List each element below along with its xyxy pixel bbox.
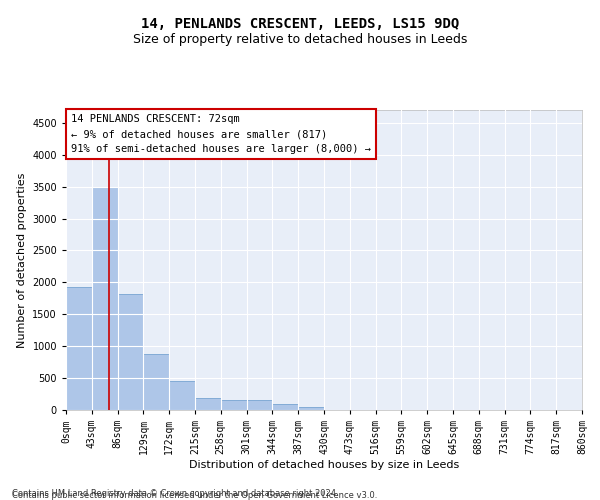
Text: 14, PENLANDS CRESCENT, LEEDS, LS15 9DQ: 14, PENLANDS CRESCENT, LEEDS, LS15 9DQ [141,18,459,32]
Bar [92,187,118,410]
Text: 14 PENLANDS CRESCENT: 72sqm
← 9% of detached houses are smaller (817)
91% of sem: 14 PENLANDS CRESCENT: 72sqm ← 9% of deta… [71,114,371,154]
Bar [118,294,143,410]
Bar [169,382,195,410]
Y-axis label: Number of detached properties: Number of detached properties [17,172,26,348]
Text: Contains public sector information licensed under the Open Government Licence v3: Contains public sector information licen… [12,491,377,500]
Bar [247,400,272,410]
Bar [195,398,221,410]
Bar [298,407,324,410]
X-axis label: Distribution of detached houses by size in Leeds: Distribution of detached houses by size … [189,460,459,470]
Bar [221,400,247,410]
Text: Size of property relative to detached houses in Leeds: Size of property relative to detached ho… [133,32,467,46]
Bar [272,404,298,410]
Text: Contains HM Land Registry data © Crown copyright and database right 2024.: Contains HM Land Registry data © Crown c… [12,488,338,498]
Bar [66,288,92,410]
Bar [143,354,169,410]
